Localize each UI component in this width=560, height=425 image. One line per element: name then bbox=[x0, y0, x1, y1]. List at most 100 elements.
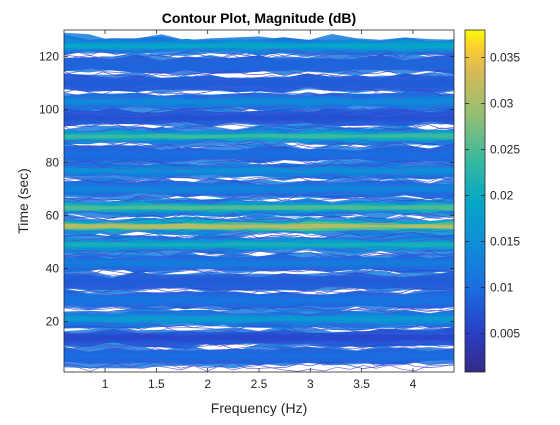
contour-fill bbox=[64, 98, 454, 105]
contour-line bbox=[64, 269, 454, 277]
contour-band bbox=[64, 325, 454, 350]
contour-fill bbox=[64, 242, 454, 248]
y-tick-label: 60 bbox=[46, 209, 60, 223]
colorbar-axis: 0.005 0.01 0.015 0.02 0.025 0.03 0.035 bbox=[465, 51, 520, 340]
y-tick-label: 20 bbox=[46, 315, 60, 329]
contour-line bbox=[64, 290, 454, 298]
y-axis-label: Time (sec) bbox=[15, 168, 31, 234]
contour-line bbox=[64, 284, 454, 292]
contour-line bbox=[64, 160, 454, 168]
contour-line bbox=[64, 306, 454, 313]
contour-line bbox=[64, 110, 454, 118]
x-tick-label: 3 bbox=[307, 377, 314, 391]
contour-line bbox=[64, 179, 454, 187]
contour-fill bbox=[64, 80, 454, 86]
contour-fill bbox=[64, 205, 454, 211]
contour-fill bbox=[64, 260, 454, 266]
contour-line bbox=[64, 210, 454, 218]
x-axis: 1 1.5 2 2.5 3 3.5 4 bbox=[102, 30, 417, 391]
colorbar-tick-label: 0.015 bbox=[490, 234, 520, 248]
x-tick-label: 1.5 bbox=[148, 377, 165, 391]
contour-line bbox=[64, 88, 454, 96]
contour-line bbox=[64, 163, 454, 171]
x-tick-label: 4 bbox=[410, 377, 417, 391]
y-tick-label: 100 bbox=[39, 103, 59, 117]
contour-line bbox=[64, 273, 454, 279]
contour-line bbox=[64, 139, 454, 146]
y-tick-label: 40 bbox=[46, 262, 60, 276]
x-tick-label: 1 bbox=[102, 377, 109, 391]
contour-line bbox=[64, 67, 454, 75]
contour-line bbox=[64, 253, 454, 261]
contour-line bbox=[64, 48, 454, 56]
contour-fill bbox=[64, 43, 454, 49]
contour-line bbox=[64, 364, 454, 372]
contour-line bbox=[64, 157, 454, 165]
colorbar-tick-label: 0.005 bbox=[490, 326, 520, 340]
contour-line bbox=[64, 70, 454, 78]
contour-line bbox=[64, 91, 454, 99]
contour-line bbox=[64, 54, 454, 62]
contour-line bbox=[64, 235, 454, 242]
contour-line bbox=[64, 340, 454, 348]
contour-band bbox=[64, 52, 454, 76]
colorbar-frame bbox=[464, 29, 486, 373]
contour-line bbox=[64, 232, 454, 239]
contour-fill bbox=[64, 297, 454, 303]
x-axis-label: Frequency (Hz) bbox=[211, 400, 307, 416]
contour-line bbox=[64, 343, 454, 350]
contour-line bbox=[64, 324, 454, 332]
colorbar-tick-label: 0.02 bbox=[490, 188, 514, 202]
contour-fill bbox=[64, 114, 454, 121]
x-tick-label: 2.5 bbox=[251, 377, 268, 391]
contour-fill bbox=[64, 353, 454, 359]
contour-fill bbox=[64, 334, 454, 341]
contour-line bbox=[64, 104, 454, 112]
contour-line bbox=[64, 250, 454, 258]
contour-line bbox=[64, 126, 454, 134]
contour-line bbox=[64, 322, 454, 329]
contour-line bbox=[64, 176, 454, 184]
contour-line bbox=[64, 287, 454, 295]
contour-line bbox=[64, 213, 454, 221]
colorbar-tick-label: 0.03 bbox=[490, 97, 514, 111]
contour-line bbox=[64, 309, 454, 317]
contour-line bbox=[64, 73, 454, 81]
contour-line bbox=[64, 141, 454, 149]
contour-line bbox=[64, 107, 454, 115]
contour-line bbox=[64, 191, 454, 199]
contour-line bbox=[64, 216, 454, 224]
contour-fill bbox=[64, 279, 454, 285]
contour-fill bbox=[64, 133, 454, 139]
contour-band bbox=[64, 212, 454, 239]
contour-line bbox=[64, 51, 454, 59]
colorbar-tick-label: 0.035 bbox=[490, 51, 520, 65]
colorbar-tick-label: 0.025 bbox=[490, 143, 520, 157]
contour-band bbox=[64, 343, 454, 369]
contour-line bbox=[64, 86, 454, 93]
contour-line bbox=[64, 194, 454, 202]
contour-fill bbox=[64, 223, 454, 229]
chart-title: Contour Plot, Magnitude (dB) bbox=[162, 10, 356, 26]
contour-band bbox=[64, 250, 454, 276]
colorbar bbox=[465, 30, 485, 372]
contour-line bbox=[64, 173, 454, 181]
contour-line bbox=[64, 197, 454, 205]
x-tick-label: 2 bbox=[204, 377, 211, 391]
contour-band bbox=[64, 270, 454, 294]
contour-fill bbox=[64, 316, 454, 322]
contour-bands bbox=[64, 32, 454, 372]
contour-band bbox=[64, 124, 454, 149]
x-tick-label: 3.5 bbox=[353, 377, 370, 391]
contour-line bbox=[64, 144, 454, 152]
contour-line bbox=[64, 327, 454, 335]
y-axis: 20 40 60 80 100 120 bbox=[39, 50, 454, 329]
colorbar-tick-label: 0.01 bbox=[490, 280, 514, 294]
y-tick-label: 120 bbox=[39, 50, 59, 64]
y-tick-label: 80 bbox=[46, 156, 60, 170]
contour-fill bbox=[64, 61, 454, 68]
contour-fill bbox=[64, 152, 454, 158]
contour-line bbox=[64, 120, 454, 128]
contour-line bbox=[64, 346, 454, 354]
